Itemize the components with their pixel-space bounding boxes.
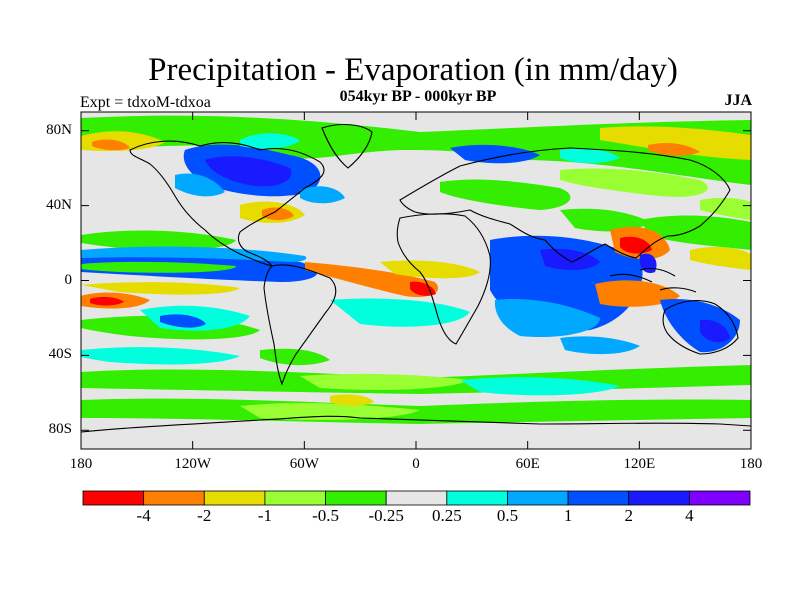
contour-atlantic-itcz-orange: [305, 262, 439, 298]
coast-africa: [396, 213, 491, 345]
lon-label: 0: [412, 456, 420, 472]
contour-eqpac-green: [81, 261, 236, 273]
contour-sh-blue-1: [160, 314, 206, 328]
colorbar-label: 0.25: [431, 506, 462, 525]
colorbar-label: 4: [685, 506, 694, 525]
lon-label: 120W: [174, 456, 211, 472]
lat-label: 40S: [48, 346, 72, 363]
colorbar-label: -0.5: [312, 506, 339, 525]
colorbar-swatch: [203, 490, 266, 506]
contour-indian-lightblue: [494, 298, 600, 338]
contour-arctic-green: [81, 115, 751, 185]
contour-canada-lightblue: [175, 173, 345, 204]
colorbar-label: -1: [257, 506, 272, 525]
lat-label: 80N: [46, 121, 72, 138]
latitude-ticks: [81, 130, 751, 431]
colorbar-swatch: [628, 490, 690, 506]
colorbar-label: 2: [624, 506, 633, 525]
colorbar-swatch: [446, 490, 508, 506]
colorbar-swatch: [325, 490, 387, 506]
contour-pacific-green-n: [81, 230, 236, 250]
contour-indian-indigo: [540, 248, 600, 271]
contour-sh-green-2: [260, 348, 330, 366]
lat-label: 0: [64, 271, 73, 288]
contour-sh-cyan-3: [81, 347, 240, 365]
contour-sh-lime-1: [300, 373, 470, 390]
contour-wpac-yellow: [690, 247, 751, 270]
colorbar-label: -0.25: [368, 506, 404, 525]
contour-sh-cyan-4: [460, 377, 620, 396]
contour-eurasia-green: [440, 179, 571, 210]
contour-seasia-red: [620, 236, 652, 254]
contour-arctic-yellow: [81, 126, 751, 160]
contour-africa-yellow: [380, 260, 480, 279]
colorbar-swatch: [82, 490, 145, 506]
colorbar-label: 1: [563, 506, 573, 525]
longitude-ticks: [80, 112, 752, 449]
period-subtitle: 054kyr BP - 000kyr BP: [339, 88, 497, 105]
contour-orange-n1: [92, 139, 130, 151]
coast-greenland: [321, 123, 373, 169]
coast-australia: [662, 300, 739, 355]
contour-canada-indigo: [205, 156, 292, 187]
contour-atlantic-orange: [262, 207, 294, 221]
lon-label: 180: [69, 456, 93, 472]
contour-sh-lightblue-2: [560, 336, 640, 355]
coast-indonesia: [609, 267, 697, 293]
colorbar-swatch: [507, 490, 569, 506]
colorbar-label: -2: [197, 506, 212, 525]
colorbar-swatch: [264, 490, 326, 506]
contour-australia-indigo: [700, 319, 730, 343]
coast-south-america: [263, 264, 337, 386]
colorbar-swatch: [385, 490, 448, 506]
colorbar-label: 0.5: [496, 506, 519, 525]
lon-label: 120E: [623, 456, 656, 472]
lon-label: 60E: [515, 456, 540, 472]
colorbar-swatch: [567, 490, 630, 506]
lat-label: 40N: [46, 196, 72, 213]
lat-label: 80S: [48, 421, 72, 438]
contour-southern-ocean-lime: [240, 403, 420, 420]
contour-orange-n2: [648, 142, 700, 156]
contour-westpac-lime: [700, 197, 751, 220]
colorbar: [82, 490, 751, 506]
season-label: JJA: [724, 92, 752, 109]
contour-westpac-green: [640, 215, 751, 250]
coast-north-america: [129, 140, 325, 267]
map-title: Precipitation - Evaporation (in mm/day): [148, 52, 678, 88]
field-contours: [81, 115, 751, 424]
colorbar-swatch: [143, 490, 205, 506]
experiment-label: Expt = tdxoM-tdxoa: [80, 94, 211, 111]
contour-siberia-blue: [450, 144, 540, 164]
contour-atlantic-itcz-red: [410, 281, 436, 296]
contour-north-cyan: [240, 133, 620, 164]
contour-eqpac-red: [90, 296, 124, 306]
coastlines: [81, 123, 751, 433]
contour-seasia-orange2: [595, 280, 680, 307]
colorbar-swatch: [688, 490, 751, 506]
colorbar-label: -4: [136, 506, 151, 525]
contour-eqpac-yellow: [81, 282, 240, 295]
contour-eurasia-lime: [560, 168, 708, 197]
coast-eurasia: [399, 147, 731, 263]
lon-label: 180: [739, 456, 763, 472]
contour-asia-green: [560, 208, 650, 232]
contour-southern-ocean-yellow: [330, 394, 374, 406]
coast-antarctica: [81, 415, 751, 433]
lon-label: 60W: [289, 456, 319, 472]
